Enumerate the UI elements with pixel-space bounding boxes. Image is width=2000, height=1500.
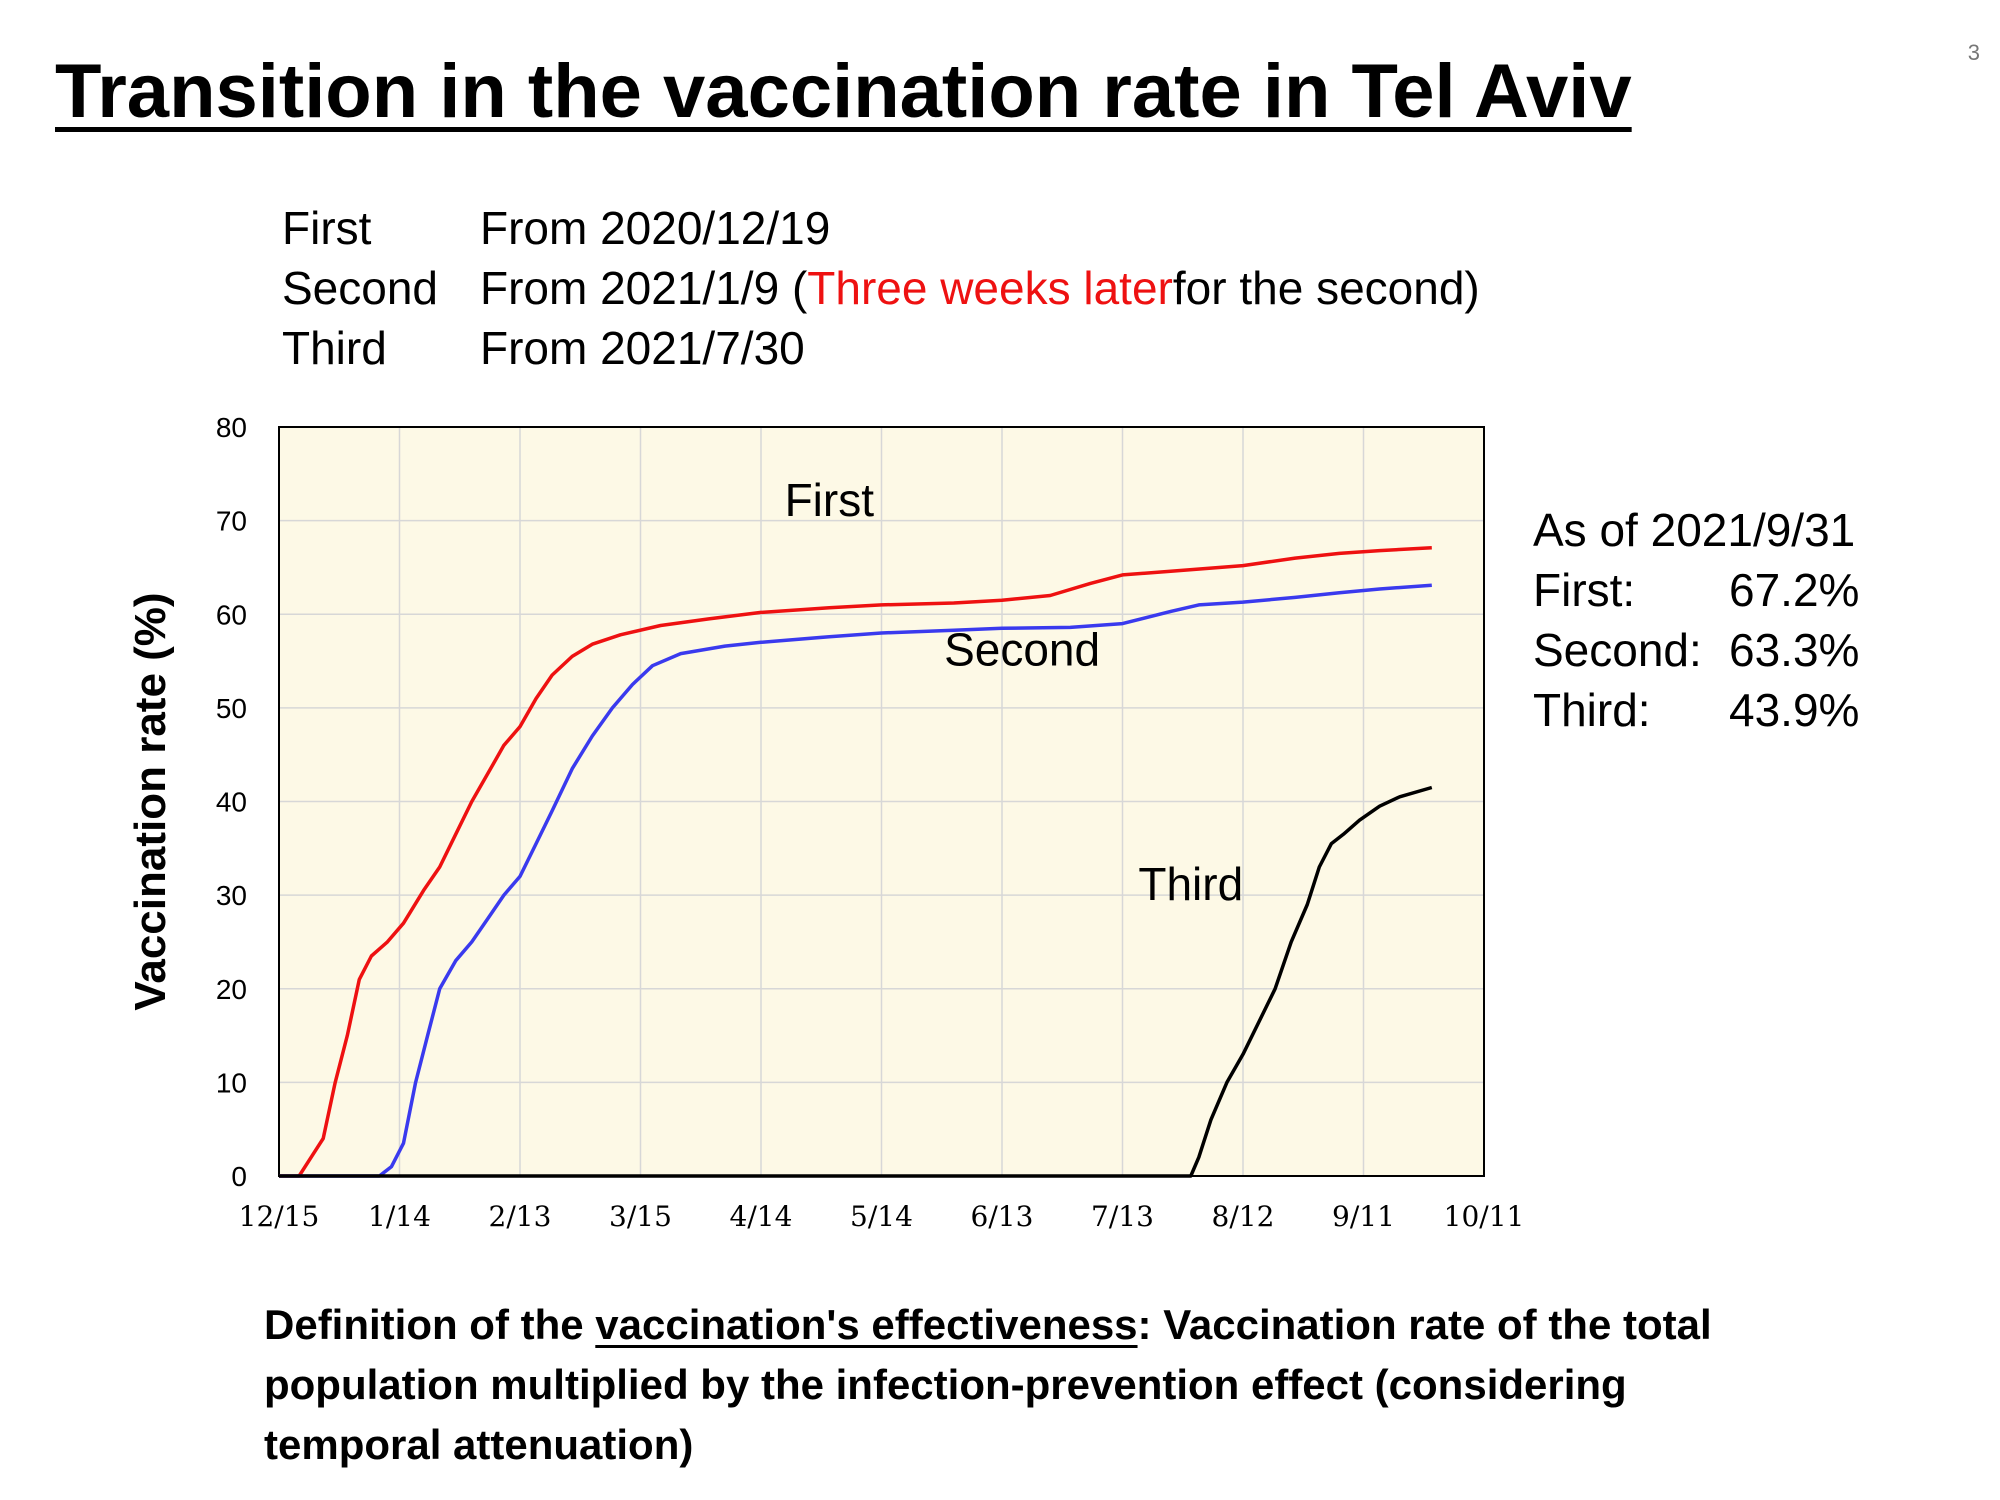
x-tick-label: 2/13	[489, 1200, 552, 1233]
x-tick-label: 4/14	[730, 1200, 793, 1233]
schedule-dose-label: Third	[282, 322, 387, 374]
y-tick-label: 50	[216, 693, 247, 724]
x-tick-label: 3/15	[609, 1200, 672, 1233]
definition-prefix: Definition of the	[264, 1301, 596, 1348]
y-tick-label: 20	[216, 974, 247, 1005]
summary-heading: As of 2021/9/31	[1533, 504, 1856, 556]
y-tick-label: 30	[216, 880, 247, 911]
schedule-highlight-text: Three weeks later	[807, 262, 1173, 314]
schedule-note-text: for the second)	[1172, 262, 1480, 314]
schedule-row-third: Third From 2021/7/30	[282, 318, 1480, 378]
x-tick-label: 7/13	[1091, 1200, 1154, 1233]
x-tick-label: 8/12	[1212, 1200, 1275, 1233]
slide-title: Transition in the vaccination rate in Te…	[55, 49, 1632, 134]
x-tick-label: 1/14	[368, 1200, 431, 1233]
x-tick-label: 6/13	[971, 1200, 1034, 1233]
series-line-third	[279, 785, 1433, 1178]
schedule-date-text: From 2021/1/9 (	[480, 262, 808, 314]
definition-term: vaccination's effectiveness	[595, 1301, 1138, 1348]
series-line-second	[279, 583, 1432, 1178]
x-tick-label: 5/14	[850, 1200, 913, 1233]
summary-label: Second:	[1533, 624, 1702, 676]
y-tick-label: 10	[216, 1067, 247, 1098]
summary-value: 43.9%	[1729, 684, 1860, 736]
dose-schedule: First From 2020/12/19 Second From 2021/1…	[282, 198, 1480, 378]
schedule-date-text: From 2021/7/30	[480, 322, 805, 374]
x-tick-label: 12/15	[239, 1200, 320, 1233]
schedule-row-second: Second From 2021/1/9 (Three weeks later …	[282, 258, 1480, 318]
summary-row-first: First: 67.2%	[1533, 560, 1859, 620]
schedule-dose-label: First	[282, 202, 372, 254]
y-tick-label: 60	[216, 599, 247, 630]
summary-label: First:	[1533, 564, 1636, 616]
summary-row-third: Third: 43.9%	[1533, 680, 1859, 740]
summary-value: 63.3%	[1729, 624, 1860, 676]
effectiveness-definition: Definition of the vaccination's effectiv…	[264, 1295, 1764, 1475]
y-tick-label: 80	[216, 412, 247, 443]
schedule-row-first: First From 2020/12/19	[282, 198, 1480, 258]
series-line-first	[279, 546, 1432, 1178]
x-tick-label: 9/11	[1332, 1200, 1395, 1233]
summary-row-second: Second: 63.3%	[1533, 620, 1859, 680]
page-number: 3	[1967, 40, 1980, 65]
x-tick-label: 10/11	[1444, 1200, 1525, 1233]
y-tick-label: 70	[216, 506, 247, 537]
y-tick-label: 0	[231, 1161, 247, 1192]
series-annotation: Second	[944, 624, 1100, 676]
series-annotation: Third	[1138, 858, 1243, 910]
schedule-dose-label: Second	[282, 262, 439, 314]
summary-box: As of 2021/9/31 First: 67.2% Second: 63.…	[1533, 500, 1859, 740]
definition-body: : Vaccination rate of the total populati…	[264, 1301, 1712, 1468]
y-axis-label: Vaccination rate (%)	[126, 592, 175, 1010]
series-annotation: First	[785, 474, 875, 526]
summary-label: Third:	[1533, 684, 1651, 736]
y-tick-label: 40	[216, 787, 247, 818]
summary-value: 67.2%	[1729, 564, 1860, 616]
schedule-date-text: From 2020/12/19	[480, 202, 831, 254]
